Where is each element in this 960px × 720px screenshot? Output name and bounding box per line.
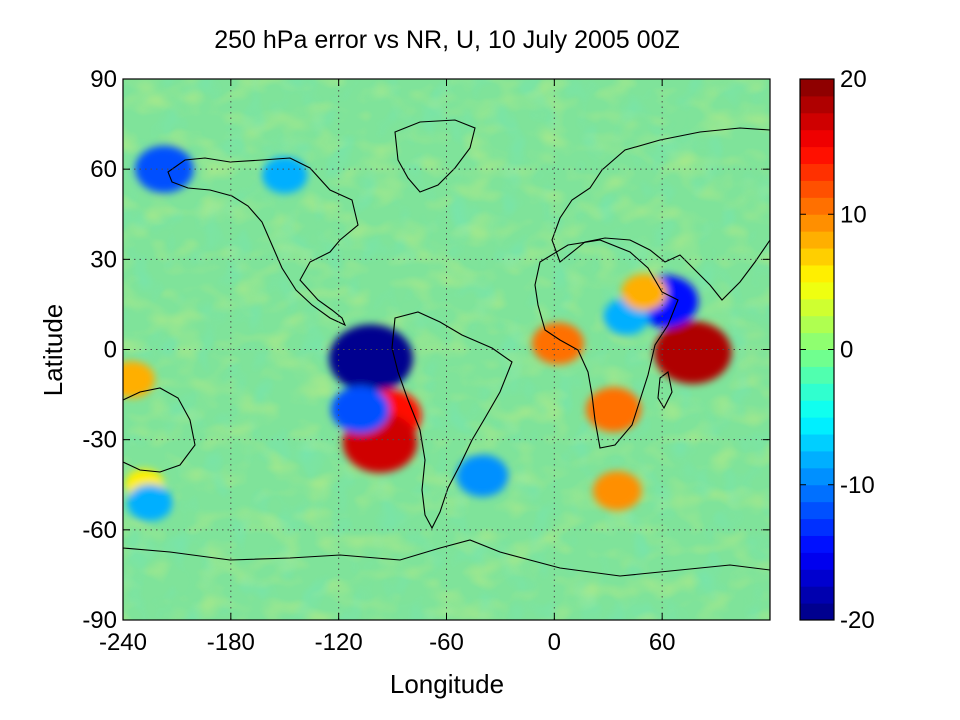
colorbar-tick-label: 0 — [840, 337, 853, 364]
coastline-greenland — [394, 119, 476, 193]
colorbar-segment — [800, 467, 834, 486]
heatmap-feature — [592, 471, 642, 511]
colorbar-segment — [800, 518, 834, 536]
plot-area — [123, 79, 770, 620]
colorbar-tick-label: 20 — [840, 66, 867, 93]
x-tick-label: 60 — [649, 629, 676, 656]
chart-title: 250 hPa error vs NR, U, 10 July 2005 00Z — [214, 26, 680, 54]
heatmap-feature — [586, 387, 642, 432]
coastline-south-america — [391, 311, 513, 530]
y-tick-label: 30 — [90, 246, 117, 273]
heatmap-feature — [329, 324, 414, 393]
coastline-madagascar — [657, 371, 673, 410]
colorbar-segment — [800, 146, 834, 165]
y-tick-label: 0 — [104, 337, 117, 364]
colorbar-segment — [800, 434, 834, 452]
y-tick-label: 60 — [90, 156, 117, 183]
coastline-australia — [123, 387, 196, 473]
heatmap-feature — [127, 484, 173, 522]
heatmap-feature — [456, 454, 509, 497]
colorbar-segment — [800, 129, 834, 148]
y-axis-ticks: -90 -60 -30 0 30 60 90 — [82, 66, 770, 634]
colorbar-segment — [800, 332, 834, 350]
heatmap-feature — [135, 145, 194, 193]
colorbar-segment — [800, 264, 834, 283]
colorbar-tick-label: -10 — [840, 472, 875, 499]
coastline-eurasia — [551, 127, 770, 301]
colorbar-segment — [800, 366, 834, 384]
heatmap-features — [123, 145, 732, 522]
heatmap-feature — [621, 273, 667, 311]
coastline-antarctica — [123, 539, 770, 620]
x-tick-label: -60 — [429, 629, 464, 656]
colorbar-segment — [800, 569, 834, 587]
colorbar-segment — [800, 180, 834, 198]
y-tick-label: 90 — [90, 66, 117, 93]
colorbar-segment — [800, 214, 834, 232]
heatmap-feature — [653, 321, 732, 384]
coastline-north-america — [167, 157, 359, 327]
colorbar-segment — [800, 112, 834, 131]
colorbar-tick-label: -20 — [840, 607, 875, 634]
y-tick-label: -90 — [82, 607, 117, 634]
x-tick-label: -120 — [315, 629, 363, 656]
colorbar-tick-label: 10 — [840, 201, 867, 228]
colorbar-segment — [800, 79, 834, 97]
colorbar — [800, 79, 834, 621]
colorbar-segment — [800, 552, 834, 570]
x-tick-label: -180 — [207, 629, 255, 656]
colorbar-segment — [800, 603, 834, 621]
y-axis-label: Latitude — [38, 304, 68, 397]
colorbar-segment — [800, 400, 834, 418]
colorbar-segment — [800, 349, 834, 367]
colorbar-segment — [800, 484, 834, 503]
colorbar-segment — [800, 231, 834, 249]
colorbar-segment — [800, 501, 834, 520]
colorbar-segment — [800, 281, 834, 300]
colorbar-segment — [800, 383, 834, 401]
grid-lines — [123, 79, 770, 620]
heatmap-feature — [123, 361, 155, 398]
heatmap-feature — [531, 322, 584, 365]
colorbar-segment — [800, 197, 834, 215]
y-tick-label: -60 — [82, 517, 117, 544]
colorbar-segment — [800, 417, 834, 435]
colorbar-segment — [800, 586, 834, 604]
heatmap-feature — [331, 386, 390, 434]
coastlines — [123, 119, 770, 620]
colorbar-ticks: -20 -10 0 10 20 — [800, 66, 875, 634]
colorbar-segment — [800, 298, 834, 317]
colorbar-segment — [800, 248, 834, 266]
colorbar-segment — [800, 95, 834, 114]
colorbar-segment — [800, 535, 834, 553]
x-axis-label: Longitude — [390, 669, 504, 699]
heatmap-feature — [261, 156, 308, 194]
coastline-africa — [534, 239, 679, 449]
x-tick-label: -240 — [99, 629, 147, 656]
x-axis-ticks: -240 -180 -120 -60 0 60 — [99, 79, 676, 656]
x-tick-label: 0 — [548, 629, 561, 656]
colorbar-segment — [800, 315, 834, 334]
colorbar-segment — [800, 163, 834, 181]
colorbar-segment — [800, 450, 834, 469]
y-tick-label: -30 — [82, 427, 117, 454]
